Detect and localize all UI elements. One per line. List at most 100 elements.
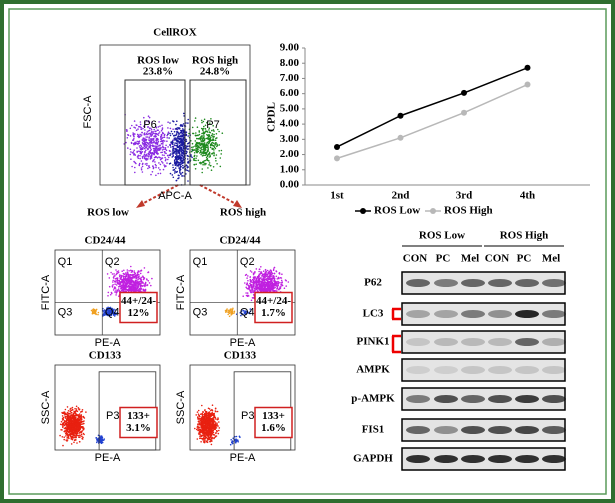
event-dot xyxy=(186,169,189,172)
event-dot xyxy=(207,432,210,434)
event-dot xyxy=(196,126,199,128)
event-dot xyxy=(112,281,114,283)
event-dot xyxy=(121,270,123,273)
event-dot xyxy=(136,140,138,143)
event-dot xyxy=(213,153,215,155)
event-dot xyxy=(129,127,132,130)
event-dot xyxy=(195,157,197,159)
event-dot xyxy=(205,153,208,155)
event-dot xyxy=(200,441,202,443)
event-dot xyxy=(257,286,259,289)
event-dot xyxy=(146,136,149,138)
event-dot xyxy=(217,432,220,435)
event-dot xyxy=(176,154,178,157)
event-dot xyxy=(266,277,269,280)
event-dot xyxy=(180,150,183,152)
event-dot xyxy=(219,165,222,168)
event-dot xyxy=(138,164,141,167)
lane-label: Mel xyxy=(542,253,560,265)
event-dot xyxy=(174,128,177,130)
box-text: 1.6% xyxy=(261,422,286,434)
event-dot xyxy=(221,132,224,134)
y-tick-label: 8.00 xyxy=(280,57,300,69)
event-dot xyxy=(203,131,205,134)
event-dot xyxy=(175,163,177,166)
blot-band xyxy=(542,395,566,403)
event-dot xyxy=(179,171,181,174)
event-dot xyxy=(186,166,189,169)
event-dot xyxy=(199,418,202,420)
event-dot xyxy=(211,133,214,135)
event-dot xyxy=(207,427,210,429)
event-dot xyxy=(114,283,116,286)
event-dot xyxy=(61,415,64,417)
event-dot xyxy=(73,418,75,421)
event-dot xyxy=(117,270,120,272)
event-dot xyxy=(182,149,184,152)
event-dot xyxy=(251,297,254,299)
lane-label: CON xyxy=(485,253,510,265)
event-dot xyxy=(182,158,185,161)
event-dot xyxy=(180,155,182,157)
event-dot xyxy=(163,136,166,138)
box-text: 3.1% xyxy=(126,422,151,434)
event-dot xyxy=(265,270,268,273)
event-dot xyxy=(165,144,167,147)
event-dot xyxy=(126,269,129,271)
event-dot xyxy=(207,146,209,148)
event-dot xyxy=(161,146,163,149)
inner-border xyxy=(8,8,607,495)
event-dot xyxy=(164,156,166,159)
event-dot xyxy=(209,413,212,415)
event-dot xyxy=(169,134,172,137)
event-dot xyxy=(166,140,168,142)
event-dot xyxy=(75,423,77,426)
event-dot xyxy=(180,158,182,161)
event-dot xyxy=(141,281,144,283)
event-dot xyxy=(211,404,214,407)
event-dot xyxy=(167,146,169,148)
event-dot xyxy=(202,148,205,151)
event-dot xyxy=(63,421,65,424)
lane-label: CON xyxy=(403,253,428,265)
event-dot xyxy=(143,147,146,150)
event-dot xyxy=(136,142,139,145)
event-dot xyxy=(204,145,206,148)
brackets xyxy=(391,307,401,354)
group-heading: ROS low xyxy=(87,207,129,219)
event-dot xyxy=(65,412,67,415)
event-dot xyxy=(114,286,116,288)
blot-band xyxy=(461,426,485,434)
x-tick-label: 3rd xyxy=(456,190,473,202)
axis-label: APC-A xyxy=(158,190,192,202)
event-dot xyxy=(112,284,114,286)
event-dot xyxy=(176,170,178,173)
event-dot xyxy=(146,142,149,144)
event-dot xyxy=(182,123,185,125)
lane-label: PC xyxy=(517,253,532,265)
legend-label: ROS Low xyxy=(374,205,420,217)
event-dot xyxy=(140,284,143,287)
event-dot xyxy=(201,135,203,137)
event-dot xyxy=(64,415,67,418)
event-dot xyxy=(277,281,280,283)
event-dot xyxy=(209,144,212,147)
event-dot xyxy=(165,149,168,152)
box-text: 1.7% xyxy=(261,307,286,319)
event-dot xyxy=(146,144,148,147)
event-dot xyxy=(208,412,210,415)
event-dot xyxy=(137,155,139,157)
event-dot xyxy=(145,157,148,160)
event-dot xyxy=(255,277,258,280)
event-dot xyxy=(175,139,178,142)
event-dot xyxy=(220,153,222,155)
event-dot xyxy=(118,275,121,278)
event-dot xyxy=(203,154,205,157)
event-dot xyxy=(201,434,204,437)
event-dot xyxy=(163,140,166,142)
event-dot xyxy=(68,425,70,428)
event-dot xyxy=(83,417,86,419)
event-dot xyxy=(139,270,141,272)
event-dot xyxy=(63,438,65,441)
event-dot xyxy=(206,133,208,136)
